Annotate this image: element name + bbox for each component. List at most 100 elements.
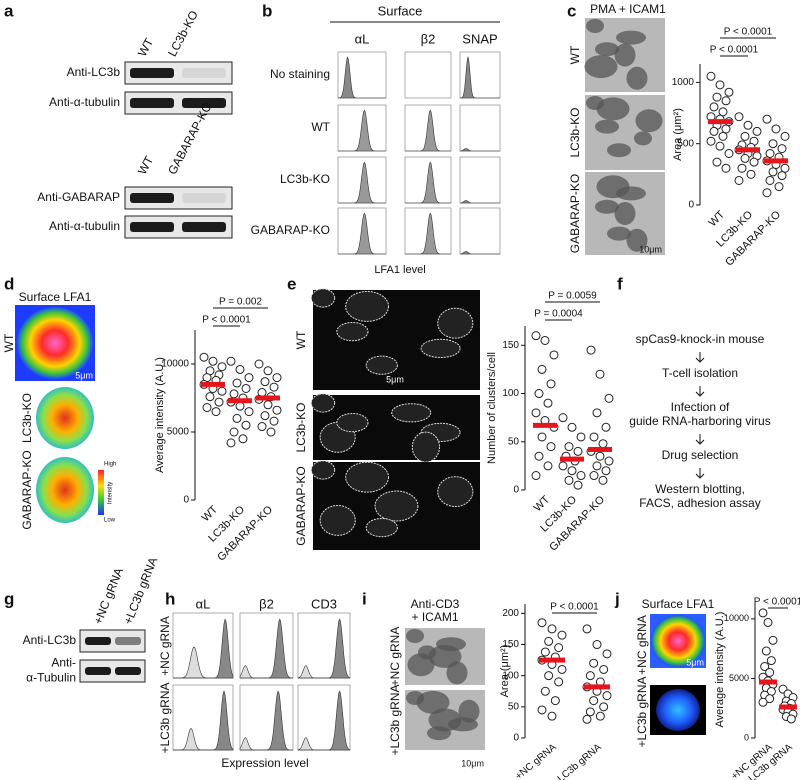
- histogram: [338, 212, 386, 255]
- data-point: [777, 144, 787, 154]
- y-axis-label: Number of clusters/cell: [486, 352, 498, 464]
- scale-bar-label: 5μm: [75, 370, 93, 380]
- step-label: Western blotting,: [655, 482, 745, 496]
- mean-bar: [256, 395, 280, 401]
- scale-bar-label: 10μm: [639, 244, 662, 254]
- data-point: [235, 401, 245, 411]
- data-point: [768, 635, 778, 645]
- histogram: [298, 690, 351, 751]
- x-tick-label: +LC3b gRNA: [551, 742, 604, 780]
- data-point: [534, 451, 544, 461]
- data-point: [547, 624, 557, 634]
- y-tick-label: 500: [677, 138, 694, 149]
- data-point: [260, 411, 270, 421]
- data-point: [592, 640, 602, 650]
- data-point: [241, 383, 251, 393]
- data-point: [546, 379, 556, 389]
- histogram: [240, 690, 293, 751]
- data-point: [599, 664, 609, 674]
- data-point: [592, 461, 602, 471]
- row-label: LC3b-KO: [280, 172, 330, 186]
- data-point: [564, 475, 574, 485]
- panel-label: i: [362, 589, 367, 608]
- histogram: [459, 251, 500, 255]
- data-point: [777, 171, 787, 181]
- data-point: [257, 422, 267, 432]
- data-point: [558, 413, 568, 423]
- column-label: αL: [355, 31, 370, 46]
- data-point: [740, 153, 750, 163]
- blot: [124, 61, 233, 85]
- p-value: P < 0.0001: [550, 602, 599, 613]
- data-point: [737, 163, 747, 173]
- p-value: P < 0.0001: [724, 27, 773, 38]
- data-point: [780, 163, 790, 173]
- data-point: [766, 656, 776, 666]
- row-label: +LC3b gRNA: [388, 684, 402, 755]
- p-value: P = 0.002: [219, 297, 262, 308]
- data-point: [573, 446, 583, 456]
- row-label: WT: [294, 330, 308, 349]
- data-point: [715, 80, 725, 90]
- y-tick-label: 5000: [167, 427, 190, 438]
- data-point: [531, 331, 541, 341]
- data-point: [589, 471, 599, 481]
- step-label: spCas9-knock-in mouse: [636, 332, 765, 346]
- data-point: [746, 169, 756, 179]
- data-point: [706, 71, 716, 81]
- colorbar-label: High: [104, 462, 116, 468]
- data-point: [576, 432, 586, 442]
- blot-band: [130, 98, 174, 108]
- cell: [345, 461, 390, 493]
- data-point: [540, 686, 550, 696]
- y-tick-label: 0: [513, 733, 519, 744]
- data-point: [573, 480, 583, 490]
- column-label: β2: [259, 596, 274, 611]
- lane-label: WT: [135, 35, 156, 59]
- cell: [365, 355, 398, 375]
- data-point: [543, 461, 553, 471]
- cell: [319, 504, 356, 536]
- data-point: [586, 345, 596, 355]
- cell: [407, 653, 435, 677]
- data-point: [589, 658, 599, 668]
- data-point: [554, 677, 564, 687]
- data-point: [211, 407, 221, 417]
- micrograph: [313, 290, 480, 390]
- data-point: [740, 131, 750, 141]
- y-tick-label: 100: [502, 670, 519, 681]
- y-tick-label: 0: [513, 485, 519, 496]
- data-point: [543, 398, 553, 408]
- histogram: [460, 56, 500, 99]
- data-point: [752, 126, 762, 136]
- histogram: [338, 56, 386, 99]
- panel-label: j: [614, 589, 620, 608]
- cell: [616, 186, 646, 201]
- y-axis-label: Average intensity (A.U.): [154, 357, 166, 473]
- data-point: [709, 102, 719, 112]
- colorbar: [98, 470, 104, 515]
- data-point: [235, 364, 245, 374]
- blot-band: [130, 193, 174, 203]
- mean-bar: [708, 119, 732, 125]
- data-point: [564, 442, 574, 452]
- p-value: P < 0.0001: [754, 597, 800, 608]
- data-point: [567, 466, 577, 476]
- data-point: [547, 711, 557, 721]
- data-point: [567, 422, 577, 432]
- mean-bar: [539, 657, 565, 663]
- panel-title: + ICAM1: [411, 610, 458, 624]
- histogram: [338, 109, 386, 152]
- row-label: GABARAP-KO: [20, 450, 34, 529]
- data-point: [205, 392, 215, 402]
- p-value: P = 0.0004: [534, 309, 583, 320]
- y-tick-label: 150: [502, 340, 519, 351]
- blot-band: [130, 68, 174, 78]
- panel-title: Surface LFA1: [19, 290, 92, 304]
- data-point: [537, 432, 547, 442]
- mean-bar: [588, 446, 612, 452]
- histogram: [173, 690, 234, 751]
- data-point: [712, 92, 722, 102]
- data-point: [576, 471, 586, 481]
